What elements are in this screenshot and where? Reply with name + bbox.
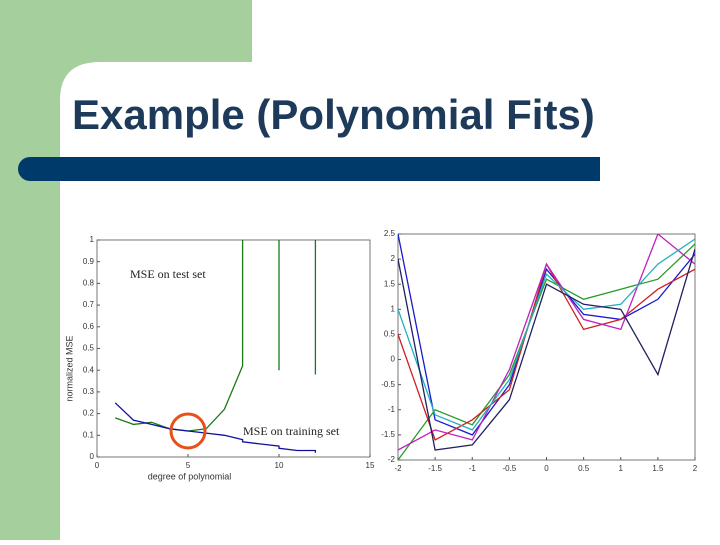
y-tick-label: 0.4: [83, 365, 95, 374]
series-line: [398, 243, 695, 460]
annotation: MSE on test set: [130, 267, 206, 281]
series-line: [398, 248, 695, 451]
x-tick-label: 10: [275, 461, 284, 470]
y-tick-label: 2: [391, 254, 396, 263]
y-tick-label: -2: [388, 455, 396, 464]
y-tick-label: 0: [391, 355, 396, 364]
x-tick-label: 1.5: [652, 464, 664, 473]
series-line: [114, 402, 317, 453]
x-tick-label: 2: [693, 464, 698, 473]
y-tick-label: 0.6: [83, 322, 95, 331]
y-tick-label: 1.5: [384, 279, 396, 288]
series-line: [398, 234, 695, 451]
y-axis-label: normalized MSE: [64, 335, 74, 401]
x-tick-label: 15: [366, 461, 375, 470]
y-tick-label: 0.9: [83, 257, 95, 266]
y-tick-label: 0.7: [83, 300, 95, 309]
x-tick-label: 0: [95, 461, 100, 470]
y-tick-label: 0.2: [83, 409, 95, 418]
x-tick-label: 5: [186, 461, 191, 470]
y-tick-label: 1: [391, 304, 396, 313]
highlight-circle: [169, 412, 207, 450]
title-bar: [18, 157, 600, 181]
y-tick-label: 0.8: [83, 279, 95, 288]
series-line: [398, 238, 695, 431]
y-tick-label: 1: [90, 235, 95, 244]
y-tick-label: 0: [90, 452, 95, 461]
y-tick-label: 0.5: [83, 344, 95, 353]
x-tick-label: 0.5: [578, 464, 590, 473]
x-tick-label: 1: [619, 464, 624, 473]
series-line: [398, 234, 695, 436]
content-panel: [60, 62, 720, 540]
x-tick-label: -2: [394, 464, 402, 473]
y-tick-label: -1.5: [381, 430, 395, 439]
y-tick-label: 2.5: [384, 229, 396, 238]
annotation: MSE on training set: [243, 424, 340, 438]
y-tick-label: 0.1: [83, 430, 95, 439]
slide-title: Example (Polynomial Fits): [72, 91, 595, 138]
y-tick-label: 0.5: [384, 330, 396, 339]
y-tick-label: -1: [388, 405, 396, 414]
x-tick-label: -1: [469, 464, 477, 473]
plot-clip: [114, 240, 317, 453]
x-tick-label: 0: [544, 464, 549, 473]
y-tick-label: 0.3: [83, 387, 95, 396]
x-tick-label: -0.5: [502, 464, 516, 473]
x-tick-label: -1.5: [428, 464, 442, 473]
plot-clip: [398, 234, 695, 460]
y-tick-label: -0.5: [381, 380, 395, 389]
x-axis-label: degree of polynomial: [148, 471, 232, 481]
